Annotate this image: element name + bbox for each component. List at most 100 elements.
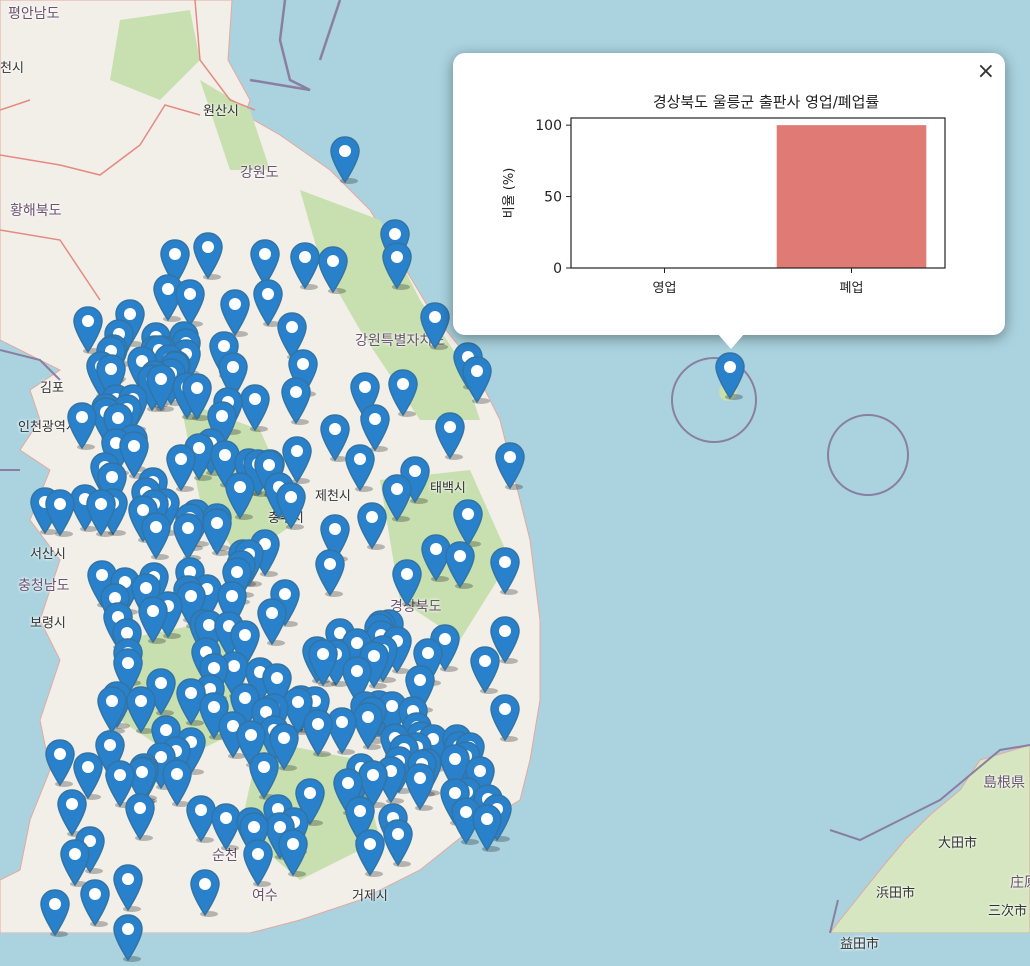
map-pin-icon[interactable] <box>96 685 127 734</box>
map-pin-icon[interactable] <box>141 512 171 560</box>
map-pin-icon[interactable] <box>73 306 103 354</box>
map-pin-icon[interactable] <box>320 414 350 462</box>
map-pin-icon[interactable] <box>276 482 306 531</box>
map-pin-icon[interactable] <box>243 839 273 887</box>
map-pin-icon[interactable] <box>86 560 117 609</box>
map-pin-icon[interactable] <box>211 802 241 851</box>
map-pin-icon[interactable] <box>490 547 520 595</box>
map-pin-icon[interactable] <box>145 742 176 791</box>
map-label: 여수 <box>252 888 278 904</box>
map-pin-icon[interactable] <box>67 402 97 450</box>
map-pin-icon[interactable] <box>303 708 334 757</box>
map-pin-icon[interactable] <box>146 364 176 413</box>
map-pin-icon[interactable] <box>357 502 387 550</box>
map-pin-icon[interactable] <box>294 778 325 827</box>
map-pin-icon[interactable] <box>318 246 348 294</box>
map-pin-icon[interactable] <box>382 242 412 290</box>
map-pin-icon[interactable] <box>715 352 745 400</box>
map-pin-icon[interactable] <box>175 279 205 327</box>
map-pin-icon[interactable] <box>453 499 483 547</box>
map-label: 원산시 <box>203 104 239 119</box>
map-pin-icon[interactable] <box>278 829 308 877</box>
map-pin-icon[interactable] <box>308 639 339 688</box>
map-pin-icon[interactable] <box>268 723 299 772</box>
map-pin-icon[interactable] <box>240 384 270 432</box>
map-pin-icon[interactable] <box>450 797 481 846</box>
map-pin-icon[interactable] <box>146 668 177 716</box>
map-pin-icon[interactable] <box>162 759 192 808</box>
map-pin-icon[interactable] <box>182 372 213 421</box>
map-pin-icon[interactable] <box>490 694 520 742</box>
map-pin-icon[interactable] <box>138 596 169 645</box>
map-pin-icon[interactable] <box>345 444 375 492</box>
map-pin-icon[interactable] <box>249 751 279 800</box>
map-pin-icon[interactable] <box>392 559 422 607</box>
map-pin-icon[interactable] <box>176 678 206 727</box>
map-pin-icon[interactable] <box>253 279 283 327</box>
map-label: 서산시 <box>30 547 66 562</box>
map-pin-icon[interactable] <box>186 794 216 843</box>
map-label: 태백시 <box>430 481 466 496</box>
map-pin-icon[interactable] <box>290 242 320 290</box>
map-pin-icon[interactable] <box>382 474 412 522</box>
map-pin-icon[interactable] <box>462 356 492 404</box>
map-pin-icon[interactable] <box>45 739 75 787</box>
map-pin-icon[interactable] <box>495 442 525 490</box>
map-pin-icon[interactable] <box>57 789 87 837</box>
map-pin-icon[interactable] <box>435 412 465 460</box>
x-tick-label: 폐업 <box>840 281 864 296</box>
map-label: 인천광역시 <box>18 420 78 435</box>
map-pin-icon[interactable] <box>383 819 413 867</box>
close-icon[interactable]: × <box>976 59 995 84</box>
map-label: 경상북도 <box>390 599 442 615</box>
map-pin-icon[interactable] <box>353 701 383 750</box>
y-tick-label: 100 <box>535 118 562 134</box>
popup-tip <box>717 333 745 349</box>
map-pin-icon[interactable] <box>421 534 451 582</box>
map-pin-icon[interactable] <box>330 136 360 184</box>
map-pin-icon[interactable] <box>420 302 450 350</box>
map-pin-icon[interactable] <box>184 433 214 482</box>
map-pin-icon[interactable] <box>172 513 203 562</box>
map-pin-icon[interactable] <box>400 456 430 504</box>
map-pin-icon[interactable] <box>405 763 435 811</box>
map-label: 충청남도 <box>18 578 70 594</box>
map-pin-icon[interactable] <box>281 377 311 425</box>
map-pin-icon[interactable] <box>113 864 143 912</box>
map-pin-icon[interactable] <box>470 646 500 694</box>
map-pin-icon[interactable] <box>359 641 389 690</box>
map-pin-icon[interactable] <box>250 529 280 577</box>
map-pin-icon[interactable] <box>190 869 220 917</box>
ulleung-island-boundary <box>671 357 757 443</box>
map-pin-icon[interactable] <box>45 489 75 537</box>
map-pin-icon[interactable] <box>270 579 301 627</box>
map-pin-icon[interactable] <box>124 793 155 841</box>
map-label: 김포 <box>40 381 64 396</box>
map-pin-icon[interactable] <box>490 616 520 664</box>
map-pin-icon[interactable] <box>60 839 90 887</box>
boundary-line <box>249 0 342 92</box>
map-pin-icon[interactable] <box>315 549 345 597</box>
map-pin-icon[interactable] <box>430 624 460 672</box>
map-pin-icon[interactable] <box>282 436 312 484</box>
map-pin-icon[interactable] <box>217 711 248 760</box>
map-pin-icon[interactable] <box>220 289 250 337</box>
map-pin-icon[interactable] <box>355 829 385 877</box>
map-pin-icon[interactable] <box>360 404 390 452</box>
map-pin-icon[interactable] <box>40 889 70 937</box>
map-pin-icon[interactable] <box>225 472 255 520</box>
map-pin-icon[interactable] <box>193 232 223 280</box>
map-pin-icon[interactable] <box>388 369 418 417</box>
map-pin-icon[interactable] <box>153 274 183 322</box>
map-pin-icon[interactable] <box>126 686 156 734</box>
map-pin-icon[interactable] <box>472 803 503 852</box>
map-pin-icon[interactable] <box>73 752 103 800</box>
map-pin-icon[interactable] <box>165 443 196 492</box>
map-pin-icon[interactable] <box>80 879 110 927</box>
map-pin-icon[interactable] <box>202 508 233 557</box>
map-pin-icon[interactable] <box>256 598 287 647</box>
map-pin-icon[interactable] <box>86 488 117 537</box>
map-pin-icon[interactable] <box>75 826 105 874</box>
map-pin-icon[interactable] <box>445 541 475 589</box>
map-pin-icon[interactable] <box>113 914 143 962</box>
